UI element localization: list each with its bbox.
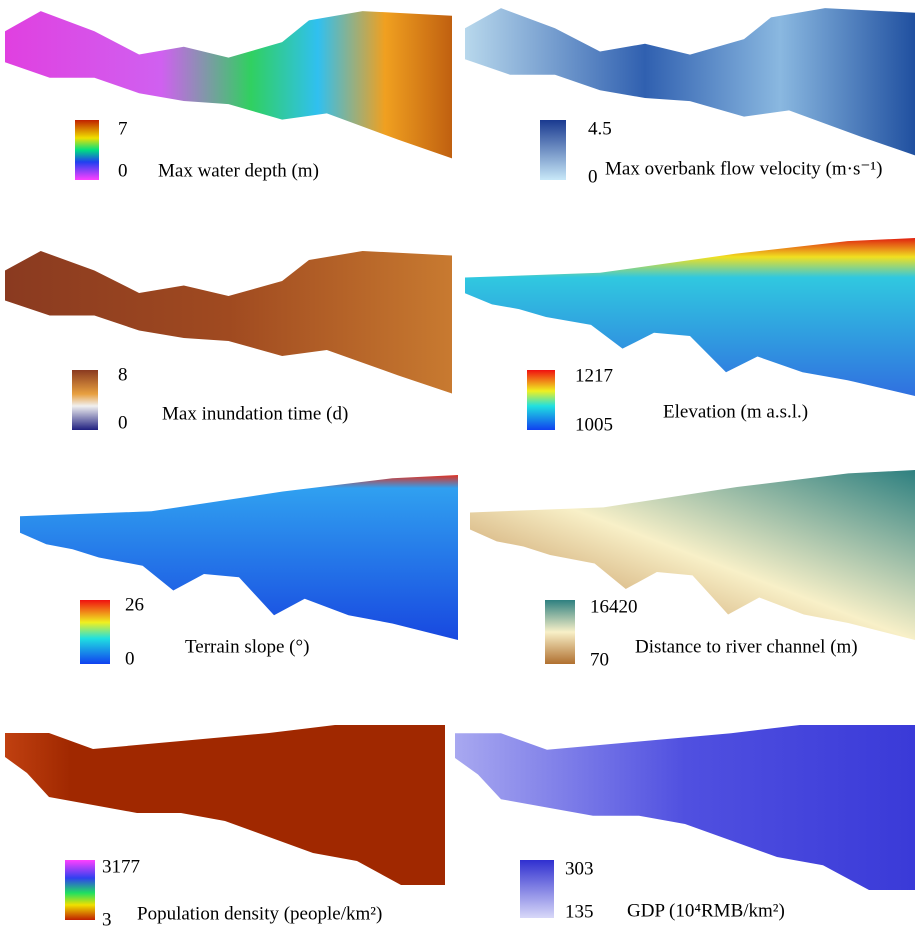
colorbar-max: 7 bbox=[118, 118, 128, 139]
panel-title: Terrain slope (°) bbox=[185, 636, 309, 657]
panel-title: Elevation (m a.s.l.) bbox=[663, 401, 808, 422]
colorbar bbox=[520, 860, 554, 918]
map bbox=[5, 11, 452, 158]
panel-title: Max inundation time (d) bbox=[162, 403, 348, 424]
colorbar-min: 135 bbox=[565, 901, 594, 922]
colorbar-max: 4.5 bbox=[588, 118, 612, 139]
colorbar bbox=[75, 120, 99, 180]
colorbar-max: 8 bbox=[118, 364, 128, 385]
colorbar bbox=[80, 600, 110, 664]
colorbar-max: 16420 bbox=[590, 596, 638, 617]
figure: 70Max water depth (m)4.50Max overbank fl… bbox=[0, 0, 919, 932]
panel-title: Distance to river channel (m) bbox=[635, 636, 858, 657]
colorbar bbox=[540, 120, 566, 180]
panel-title: GDP (10⁴RMB/km²) bbox=[627, 900, 785, 921]
map bbox=[470, 470, 915, 640]
colorbar-max: 303 bbox=[565, 858, 594, 879]
colorbar-min: 0 bbox=[588, 166, 598, 187]
colorbar bbox=[527, 370, 555, 430]
colorbar bbox=[72, 370, 98, 430]
colorbar-min: 0 bbox=[118, 412, 128, 433]
map bbox=[465, 8, 915, 155]
colorbar-max: 26 bbox=[125, 594, 144, 615]
panel-title: Max water depth (m) bbox=[158, 160, 319, 181]
colorbar-max: 3177 bbox=[102, 856, 140, 877]
colorbar-min: 3 bbox=[102, 909, 112, 930]
colorbar-min: 70 bbox=[590, 649, 609, 670]
panel-title: Population density (people/km²) bbox=[137, 903, 382, 924]
colorbar-min: 1005 bbox=[575, 414, 613, 435]
colorbar-min: 0 bbox=[118, 160, 128, 181]
colorbar-min: 0 bbox=[125, 648, 135, 669]
colorbar bbox=[545, 600, 575, 664]
panel-title: Max overbank flow velocity (m·s⁻¹) bbox=[605, 158, 882, 179]
colorbar bbox=[65, 860, 95, 920]
colorbar-max: 1217 bbox=[575, 365, 613, 386]
